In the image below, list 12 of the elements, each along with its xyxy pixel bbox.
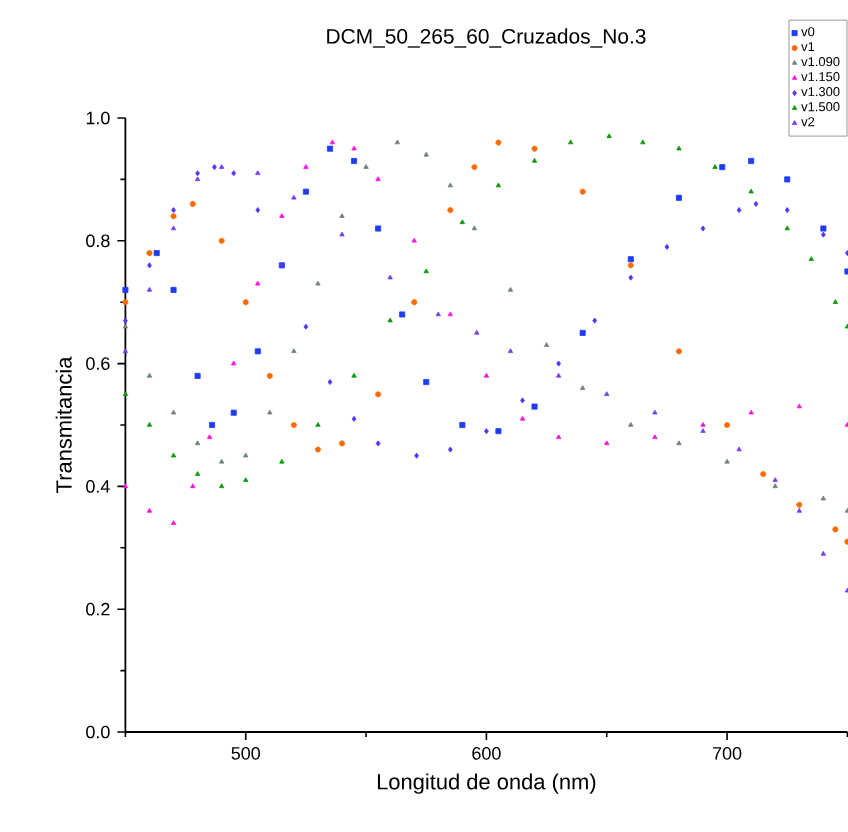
x-axis-title: Longitud de onda (nm)	[377, 773, 596, 794]
y-tick-label: 0.6	[86, 357, 110, 370]
y-tick-label: 1.0	[86, 111, 110, 125]
x-tick-label: 600	[472, 747, 501, 760]
y-tick-label: 0.0	[86, 725, 110, 739]
y-axis-title: Transmitancia	[55, 356, 72, 493]
x-tick-label: 700	[713, 747, 742, 760]
y-tick-label: 0.2	[86, 602, 110, 616]
chart-title: DCM_50_265_60_Cruzados_No.3	[327, 28, 646, 48]
x-tick-label: 500	[231, 747, 260, 760]
y-tick-label: 0.8	[86, 234, 110, 248]
y-tick-label: 0.4	[86, 480, 110, 493]
